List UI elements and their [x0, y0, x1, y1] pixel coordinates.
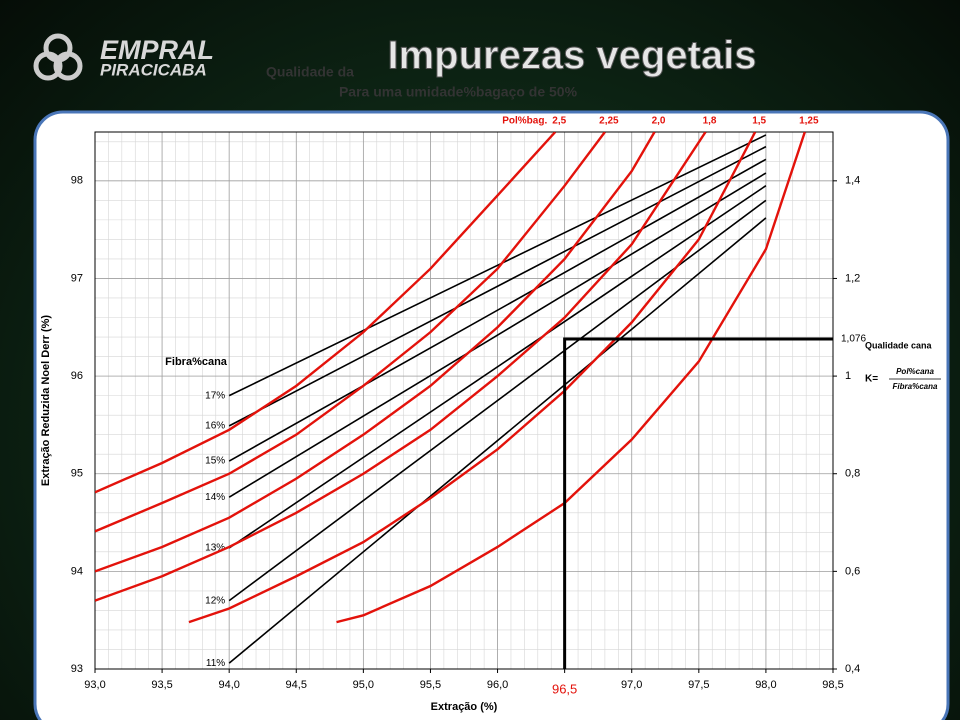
series-line — [95, 132, 557, 494]
series-label: 2,25 — [599, 116, 619, 127]
series-label: 13% — [205, 543, 225, 554]
series-label: 11% — [206, 658, 225, 669]
plot-area — [95, 132, 833, 669]
y-tick-label: 96 — [71, 370, 83, 382]
series-label: 17% — [205, 390, 225, 401]
x-tick-label: 96,0 — [487, 679, 508, 691]
series-label: 1,5 — [752, 116, 766, 127]
marker-label: Qualidade cana — [865, 340, 933, 350]
formula-lhs: K= — [865, 374, 878, 385]
slide-title: Impurezas vegetais — [387, 34, 756, 78]
series-line — [188, 132, 757, 624]
series-line — [95, 132, 656, 573]
series-label: 2,5 — [552, 116, 566, 127]
formula-numerator: Pol%cana — [896, 367, 934, 376]
y-tick-label: 97 — [71, 272, 83, 284]
x-axis-label: Extração (%) — [431, 701, 498, 713]
series-label: 1,8 — [703, 116, 717, 127]
y2-tick-label: 1 — [845, 370, 851, 382]
y-tick-label: 98 — [71, 175, 83, 187]
x-tick-label: 98,5 — [822, 679, 843, 691]
y2-tick-label: 0,4 — [845, 663, 860, 675]
series-label: 12% — [205, 595, 225, 606]
x-tick-label: 95,5 — [420, 679, 441, 691]
x-tick-label: 97,5 — [688, 679, 709, 691]
x-tick-label: 93,0 — [84, 679, 105, 691]
group-label: Pol%bag. — [502, 116, 547, 127]
x-tick-label: 93,5 — [151, 679, 172, 691]
marker-x-label: 96,5 — [552, 681, 577, 696]
series-line — [228, 158, 767, 462]
y2-tick-label: 1,2 — [845, 272, 860, 284]
y2-tick-label: 1,4 — [845, 175, 860, 187]
logo-ring — [33, 51, 63, 81]
y-tick-label: 95 — [71, 468, 83, 480]
plot: 93,0 93,5 94,0 94,5 95,0 95,5 96,0 97,0 97,5 98,0… — [40, 116, 941, 713]
y-tick-label: 94 — [71, 565, 83, 577]
reading-line — [563, 337, 833, 669]
chart-subtitle: Para uma umidade%bagaço de 50% — [339, 84, 578, 100]
series-line — [228, 217, 767, 664]
x-tick-label: 94,0 — [218, 679, 239, 691]
y2-tick-label: 0,6 — [845, 565, 860, 577]
series-line — [95, 132, 606, 533]
logo: EMPRAL PIRACICABA — [33, 33, 214, 81]
x-tick-label: 98,0 — [755, 679, 776, 691]
x-tick-label: 95,0 — [353, 679, 374, 691]
y2-tick-label: 0,8 — [845, 468, 860, 480]
logo-city: PIRACICABA — [100, 60, 207, 79]
marker-y2-label: 1,076 — [841, 334, 866, 345]
logo-name: EMPRAL — [100, 35, 214, 65]
series-line — [228, 145, 767, 427]
series-label: 16% — [205, 421, 225, 432]
plot-frame — [94, 131, 834, 670]
series-line — [95, 132, 707, 602]
series-label: 1,25 — [799, 116, 819, 127]
series-line — [228, 172, 767, 498]
x-tick-label: 97,0 — [621, 679, 642, 691]
series-label: 15% — [205, 456, 225, 467]
chart-title: Qualidade da — [266, 64, 354, 80]
logo-ring — [53, 51, 83, 81]
y-axis-label: Extração Reduzida Noel Derr (%) — [40, 315, 52, 486]
series-label: 2,0 — [652, 116, 666, 127]
y-tick-label: 93 — [71, 663, 83, 675]
group-label: Fibra%cana — [165, 356, 228, 368]
series-line — [228, 185, 767, 549]
formula-denominator: Fibra%cana — [893, 382, 938, 391]
x-tick-label: 94,5 — [286, 679, 307, 691]
series-label: 14% — [205, 492, 225, 503]
